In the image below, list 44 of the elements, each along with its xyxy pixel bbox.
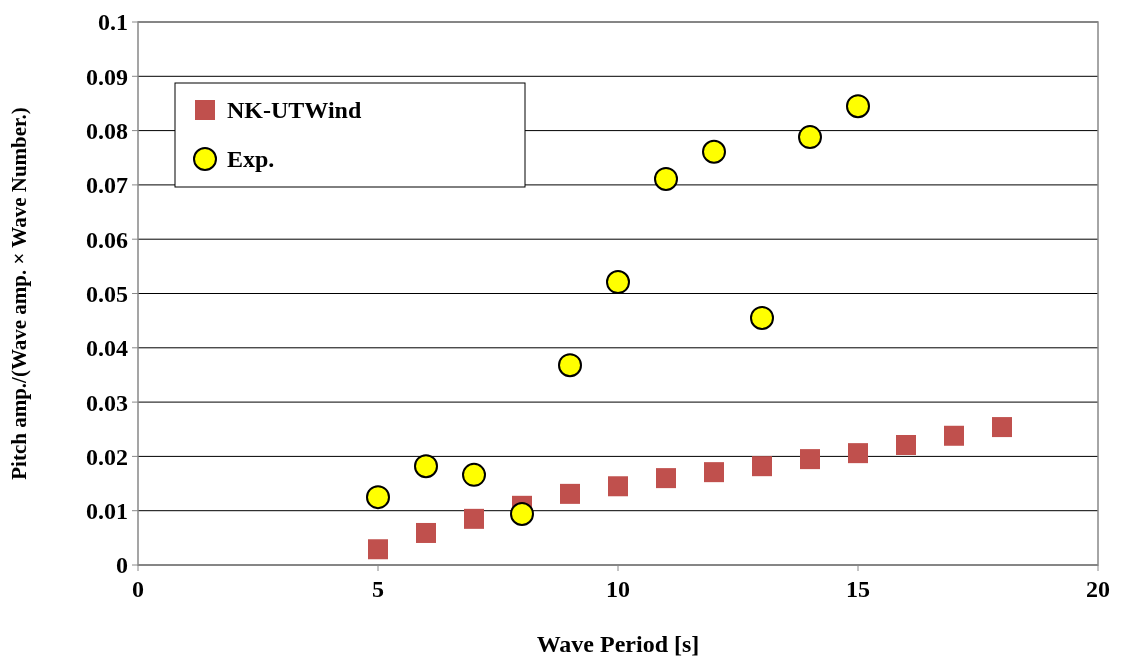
legend-label: NK-UTWind <box>227 97 362 124</box>
x-axis-title: Wave Period [s] <box>536 631 700 657</box>
y-tick-label: 0.02 <box>86 443 128 470</box>
y-tick-label: 0 <box>116 552 128 579</box>
legend-label: Exp. <box>227 146 275 173</box>
point <box>606 270 630 295</box>
point <box>992 417 1012 438</box>
point <box>654 166 678 191</box>
x-tick-label: 15 <box>846 576 870 602</box>
y-axis-title: Pitch amp./(Wave amp. × Wave Number.) <box>7 107 31 480</box>
x-tick-label: 5 <box>372 576 384 602</box>
point <box>752 456 772 477</box>
point <box>368 539 388 560</box>
point <box>510 501 534 526</box>
x-tick-label: 20 <box>1086 576 1110 602</box>
point <box>846 94 870 119</box>
point <box>656 468 676 489</box>
point <box>416 522 436 543</box>
point <box>704 462 724 483</box>
point <box>464 508 484 529</box>
point <box>896 435 916 455</box>
point <box>608 476 628 497</box>
y-tick-label: 0.01 <box>86 498 128 525</box>
point <box>560 483 580 504</box>
point <box>944 425 964 446</box>
point <box>366 485 390 510</box>
y-tick-label: 0.06 <box>86 226 128 253</box>
point <box>558 353 582 378</box>
point <box>848 443 868 464</box>
y-tick-label: 0.1 <box>98 9 128 36</box>
x-tick-label: 0 <box>132 576 144 602</box>
point <box>800 449 820 470</box>
point <box>750 305 774 330</box>
y-tick-label: 0.03 <box>86 389 128 416</box>
y-tick-label: 0.07 <box>86 172 128 199</box>
y-tick-label: 0.09 <box>86 63 128 90</box>
y-tick-label: 0.04 <box>86 335 128 362</box>
point <box>414 454 438 479</box>
point <box>462 462 486 487</box>
point <box>798 125 822 150</box>
y-tick-label: 0.08 <box>86 118 128 144</box>
y-tick-label: 0.05 <box>86 280 128 307</box>
x-tick-label: 10 <box>606 576 630 602</box>
point <box>702 139 726 164</box>
